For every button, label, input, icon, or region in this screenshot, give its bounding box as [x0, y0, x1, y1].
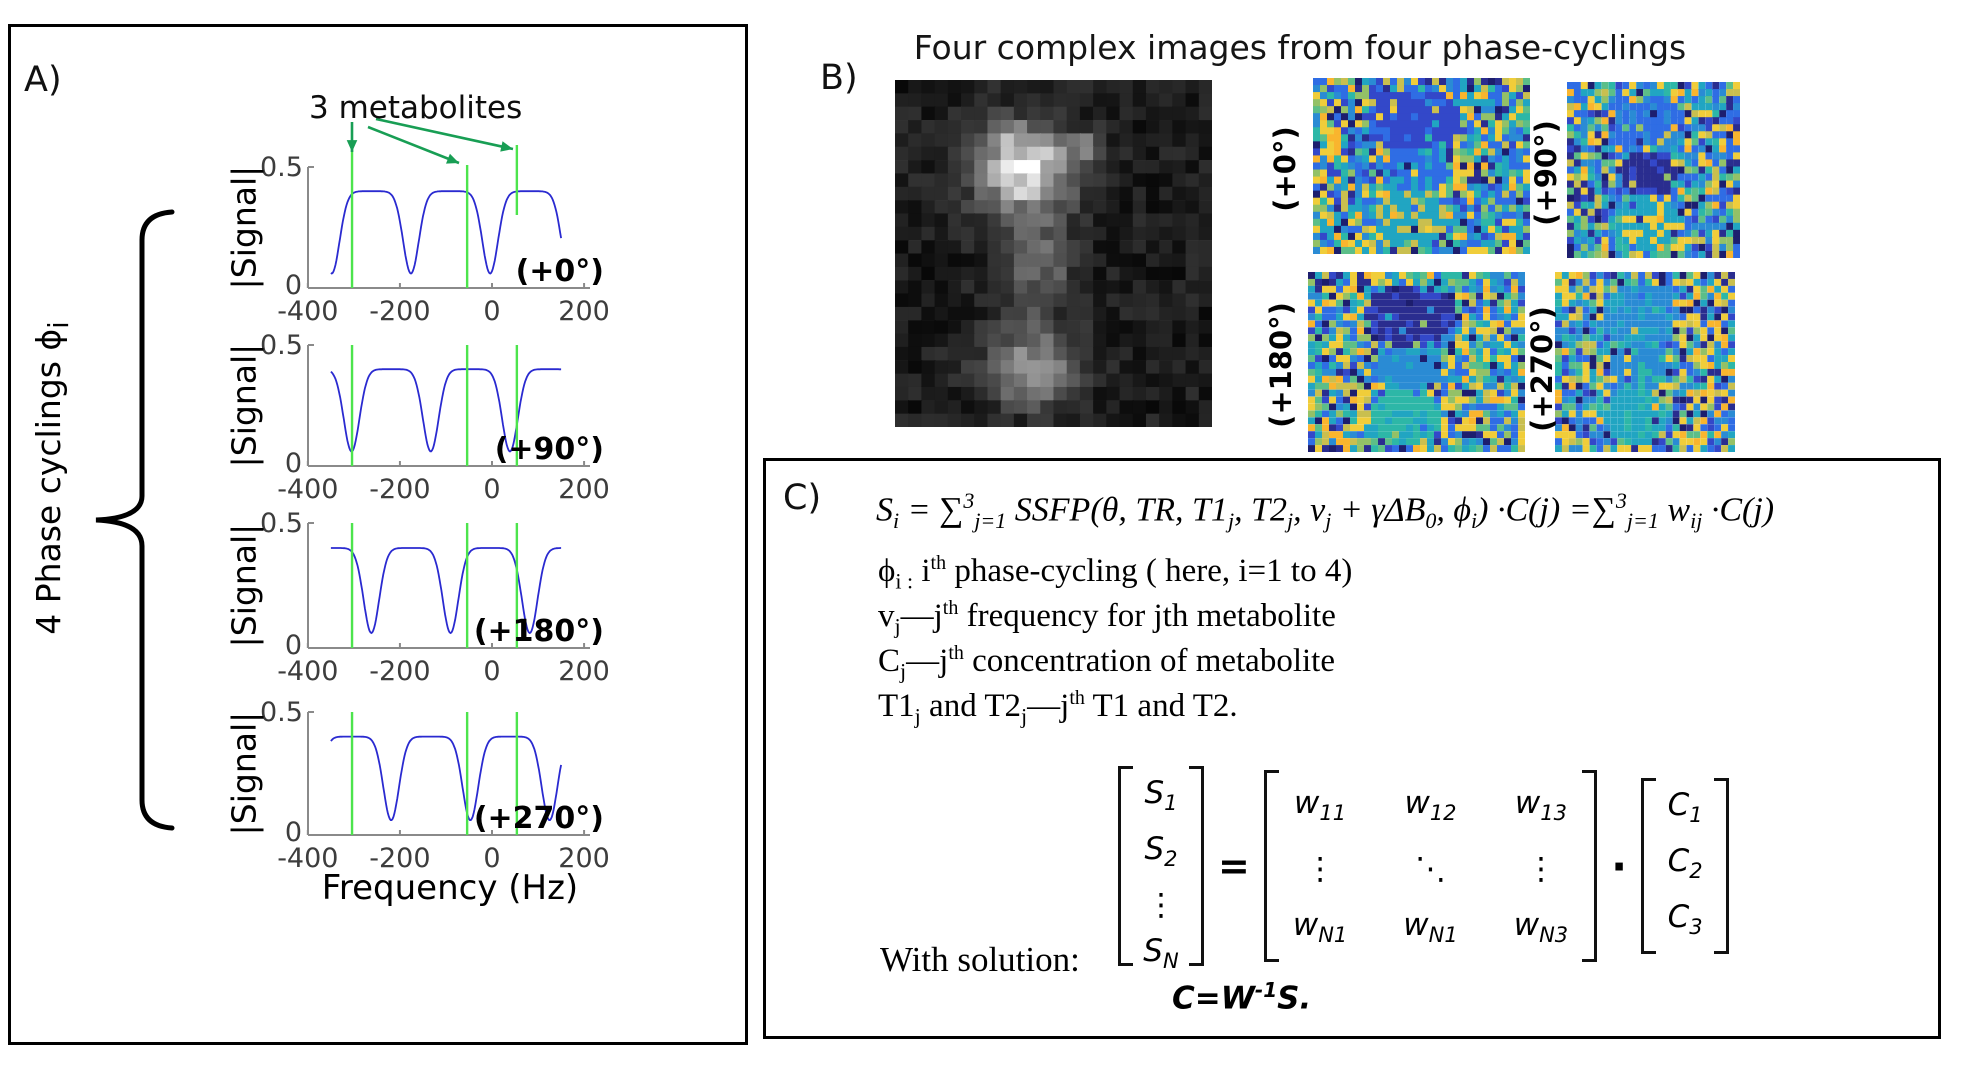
equals-sign: =: [1218, 844, 1250, 888]
phase-cyclings-brace: [95, 209, 175, 831]
magnitude-image-canvas: [895, 80, 1212, 427]
annotation-arrow: [375, 117, 514, 151]
panel-b-title: Four complex images from four phase-cycl…: [913, 28, 1687, 67]
phase-image-canvas-3: [1555, 272, 1735, 452]
panel-b-label: B): [820, 58, 858, 98]
matrix-cell: S1: [1144, 775, 1178, 816]
annotation-arrow: [367, 125, 460, 165]
matrix-cell: ⋱: [1415, 851, 1446, 888]
bracket-right: [1582, 770, 1598, 962]
phase-image-canvas-1: [1567, 82, 1740, 258]
matrix-cell: ⋮: [1145, 887, 1177, 924]
matrix-cell: ⋮: [1525, 851, 1557, 888]
matrix-cell: C2: [1667, 843, 1703, 884]
matrix-cell: w12: [1404, 785, 1457, 826]
annotation-arrowhead: [500, 141, 513, 152]
bracket-right: [1714, 778, 1730, 954]
matrix-cell: SN: [1143, 933, 1179, 974]
c-vector: C1 C2 C3: [1641, 778, 1730, 954]
panel-a-box: [8, 24, 748, 1045]
definition-phase-cycling: ϕi : ith phase-cycling ( here, i=1 to 4): [878, 552, 1353, 594]
signal-curve: [330, 368, 562, 453]
w-matrix: w11 w12 w13 ⋮ ⋱ ⋮ wN1 wN1 wN3: [1263, 770, 1598, 962]
bracket-right: [1189, 766, 1204, 966]
matrix-cell: wN1: [1292, 907, 1348, 948]
signal-curve: [330, 190, 562, 275]
dot-operator: ·: [1611, 841, 1628, 891]
definition-concentration: Cj—jth concentration of metabolite: [878, 642, 1335, 684]
matrix-cell: wN3: [1513, 907, 1569, 948]
frequency-axis-label: Frequency (Hz): [321, 868, 579, 908]
matrix-cell: w11: [1294, 785, 1347, 826]
matrix-equation: S1 S2 ⋮ SN = w11 w12 w13 ⋮ ⋱ ⋮ wN1 wN1 wN3 · C1 C2 C3: [1118, 766, 1730, 974]
signal-curve: [330, 547, 562, 635]
panel-c-label: C): [783, 478, 822, 518]
phase-cyclings-brace-label: 4 Phase cyclings ϕi: [29, 321, 75, 635]
s-vector: S1 S2 ⋮ SN: [1118, 766, 1204, 974]
phase-image-canvas-0: [1313, 78, 1530, 254]
phase-label-270: (+270°): [1525, 306, 1559, 432]
matrix-cell: wN1: [1403, 907, 1458, 948]
matrix-cell: C3: [1667, 899, 1703, 940]
panel-c-box: [763, 458, 1941, 1039]
bracket-left: [1641, 778, 1657, 954]
definition-relaxation: T1j and T2j—jth T1 and T2.: [878, 687, 1238, 729]
signal-plots-svg: [95, 117, 590, 836]
solution-equation: C=W-1S.: [1172, 978, 1312, 1017]
phase-label-90: (+90°): [1529, 120, 1563, 226]
phase-label-180: (+180°): [1264, 302, 1298, 428]
phase-label-0: (+0°): [1268, 126, 1302, 212]
phase-image-canvas-2: [1308, 272, 1525, 452]
signal-curve: [330, 735, 562, 821]
metabolites-annotation: 3 metabolites: [309, 90, 523, 126]
panel-a-label: A): [24, 60, 62, 100]
annotation-arrowhead: [346, 140, 358, 152]
matrix-cell: ⋮: [1304, 851, 1336, 888]
with-solution-text: With solution:: [880, 940, 1080, 979]
matrix-cell: C1: [1667, 787, 1703, 828]
bracket-left: [1263, 770, 1279, 962]
bracket-left: [1118, 766, 1133, 966]
matrix-cell: S2: [1144, 831, 1178, 872]
annotation-arrowhead: [446, 153, 459, 164]
matrix-cell: w13: [1514, 785, 1567, 826]
ssfp-equation: Si = ∑3j=1 SSFP(θ, TR, T1j, T2j, νj + γΔ…: [876, 488, 1775, 534]
definition-frequency: vj—jth frequency for jth metabolite: [878, 597, 1336, 639]
